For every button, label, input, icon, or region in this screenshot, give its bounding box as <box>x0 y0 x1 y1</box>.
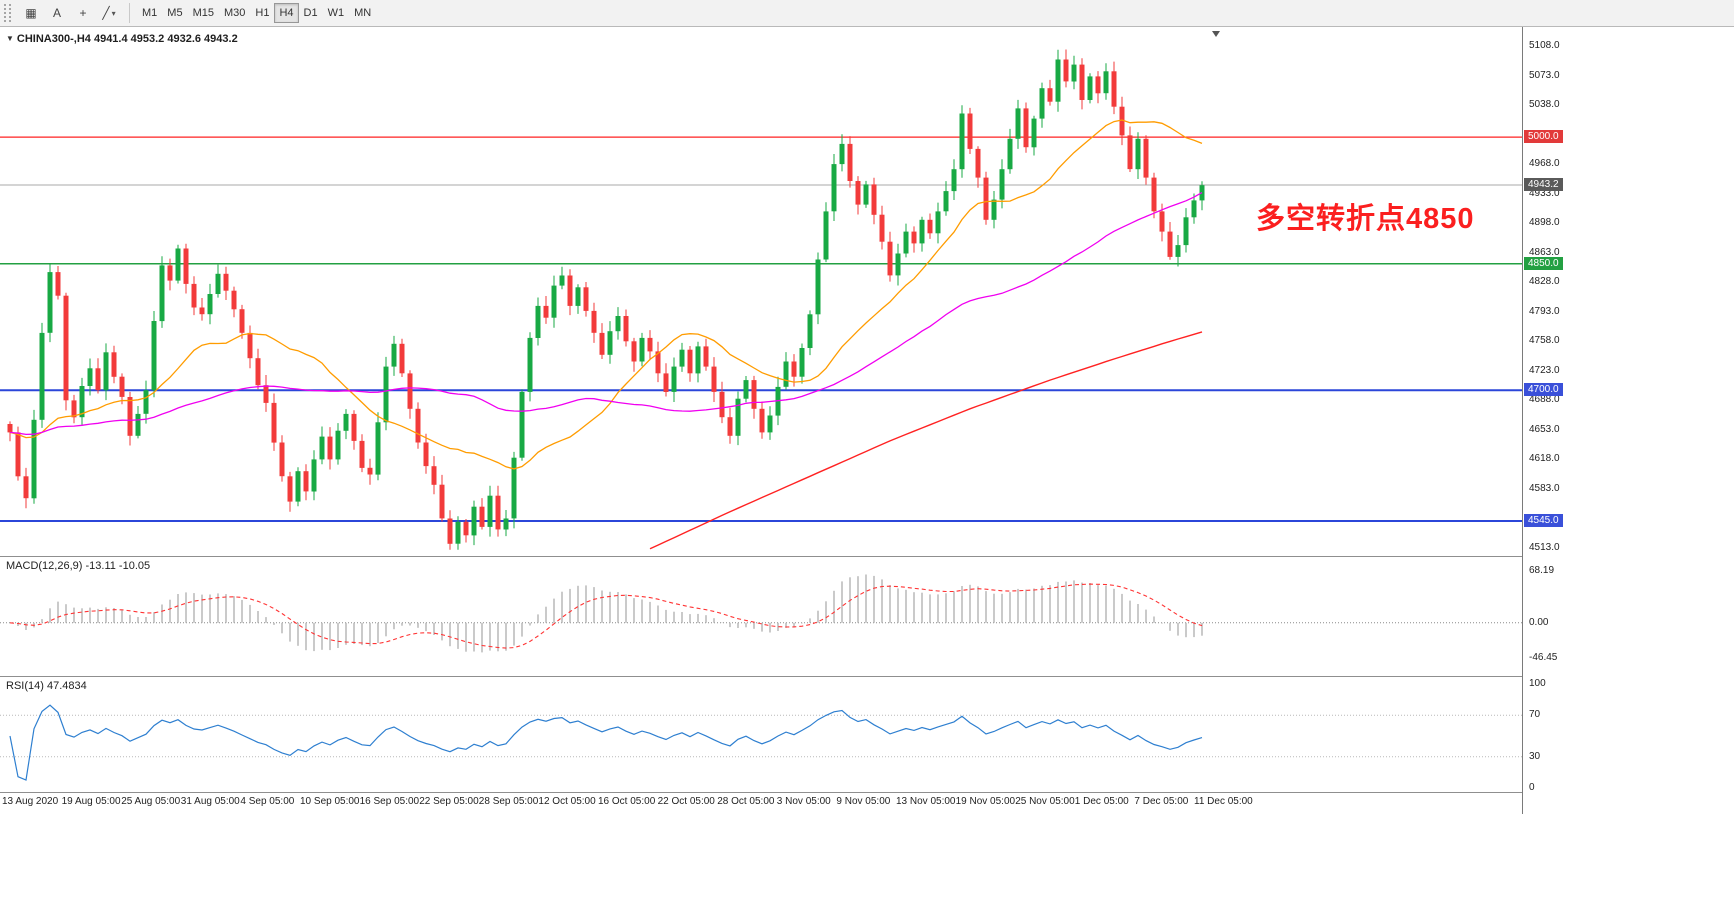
time-label: 10 Sep 05:00 <box>300 796 360 807</box>
chart-symbol-period: CHINA300-,H4 <box>16 33 91 45</box>
rsi-name: RSI(14) <box>6 680 44 692</box>
time-label: 25 Nov 05:00 <box>1015 796 1075 807</box>
rsi-label: RSI(14) 47.4834 <box>6 680 87 692</box>
rsi-axis-label: 100 <box>1529 678 1546 689</box>
letter-a-icon: A <box>52 6 61 20</box>
chart-ohlc-values: 4941.4 4953.2 4932.6 4943.2 <box>93 33 238 45</box>
tf-m5-button[interactable]: M5 <box>162 3 187 23</box>
time-label: 28 Oct 05:00 <box>717 796 775 807</box>
time-label: 7 Dec 05:00 <box>1134 796 1189 807</box>
price-tick-label: 4513.0 <box>1529 542 1560 553</box>
time-label: 16 Oct 05:00 <box>598 796 656 807</box>
time-label: 31 Aug 05:00 <box>180 796 240 807</box>
chart-shift-marker-icon[interactable] <box>1212 31 1220 37</box>
price-badge: 4545.0 <box>1524 514 1563 527</box>
grid-icon: ▦ <box>25 6 37 20</box>
panel-separator[interactable] <box>0 556 1734 557</box>
draw-tools-dropdown[interactable]: ╱ ▾ <box>97 2 121 24</box>
macd-axis-label: 68.19 <box>1529 564 1555 576</box>
time-label: 28 Sep 05:00 <box>478 796 539 807</box>
tf-m15-button[interactable]: M15 <box>188 3 219 23</box>
price-tick-label: 4828.0 <box>1529 276 1560 288</box>
time-label: 4 Sep 05:00 <box>240 796 295 807</box>
price-badge: 4850.0 <box>1524 256 1563 270</box>
price-tick-label: 4653.0 <box>1529 423 1560 435</box>
macd-name: MACD(12,26,9) <box>6 560 83 572</box>
rsi-value: 47.4834 <box>46 680 87 692</box>
price-tick-label: 4723.0 <box>1529 364 1560 376</box>
macd-values: -13.11 -10.05 <box>85 560 151 572</box>
price-tick-label: 4688.0 <box>1529 394 1560 406</box>
price-tick-label: 4583.0 <box>1529 482 1560 494</box>
time-label: 13 Aug 2020 <box>2 796 59 807</box>
timeframe-group: M1 M5 M15 M30 H1 H4 D1 W1 MN <box>137 3 376 23</box>
toolbar-grip[interactable] <box>4 4 11 22</box>
macd-axis-label: 0.00 <box>1529 616 1549 628</box>
trendline-icon: ╱ <box>102 6 110 20</box>
text-label-tool-button[interactable]: A <box>45 2 69 24</box>
rsi-axis-label: 0 <box>1529 782 1535 793</box>
time-label: 11 Dec 05:00 <box>1194 796 1253 807</box>
chevron-down-icon: ▾ <box>111 8 116 18</box>
panel-separator[interactable] <box>0 676 1734 677</box>
price-tick-label: 4968.0 <box>1529 158 1560 170</box>
price-axis[interactable]: 5108.0 5073.0 5038.0 4968.0 4933.0 4898.0 4863… <box>1522 27 1734 814</box>
tf-h1-button[interactable]: H1 <box>250 3 274 23</box>
macd-label: MACD(12,26,9) -13.11 -10.05 <box>6 560 150 572</box>
collapse-triangle-icon: ▼ <box>6 34 14 43</box>
price-tick-label: 4758.0 <box>1529 335 1560 347</box>
chart-text-annotation[interactable]: 多空转折点4850 <box>1256 203 1475 235</box>
time-label: 22 Sep 05:00 <box>419 796 479 807</box>
price-badge: 5000.0 <box>1524 130 1563 144</box>
time-label: 25 Aug 05:00 <box>121 796 181 807</box>
time-label: 9 Nov 05:00 <box>836 796 891 807</box>
price-tick-label: 5038.0 <box>1529 99 1560 111</box>
time-label: 12 Oct 05:00 <box>538 796 596 807</box>
tf-h4-button[interactable]: H4 <box>274 3 299 23</box>
rsi-indicator-canvas[interactable] <box>0 676 1522 792</box>
time-label: 19 Aug 05:00 <box>61 796 121 807</box>
time-label: 16 Sep 05:00 <box>359 796 420 807</box>
crosshair-tool-button[interactable]: + <box>71 2 95 24</box>
time-label: 19 Nov 05:00 <box>955 796 1016 807</box>
rsi-axis-label: 70 <box>1529 709 1541 721</box>
macd-axis-label: -46.45 <box>1529 652 1558 664</box>
toolbar-separator <box>129 3 130 23</box>
tf-m1-button[interactable]: M1 <box>137 3 162 23</box>
time-label: 3 Nov 05:00 <box>776 796 831 807</box>
tf-d1-button[interactable]: D1 <box>299 3 323 23</box>
price-tick-label: 4933.0 <box>1529 187 1560 199</box>
tf-w1-button[interactable]: W1 <box>323 3 350 23</box>
price-tick-label: 4898.0 <box>1529 217 1560 229</box>
main-chart-panel: ▼ CHINA300-,H4 4941.4 4953.2 4932.6 4943.… <box>0 27 1522 556</box>
tf-mn-button[interactable]: MN <box>349 3 376 23</box>
price-tick-label: 5073.0 <box>1529 69 1560 81</box>
time-axis[interactable]: 13 Aug 2020 19 Aug 05:00 25 Aug 05:00 31 Au… <box>0 793 1522 813</box>
time-label: 1 Dec 05:00 <box>1074 796 1129 807</box>
toolbar: ▦ A + ╱ ▾ M1 M5 M15 M30 H1 H4 D1 W1 MN <box>0 0 1734 27</box>
price-tick-label: 4793.0 <box>1529 305 1560 317</box>
time-label: 13 Nov 05:00 <box>896 796 956 807</box>
price-tick-label: 4863.0 <box>1529 246 1560 258</box>
macd-indicator-canvas[interactable] <box>0 556 1522 676</box>
charts-grid-button[interactable]: ▦ <box>19 2 43 24</box>
tf-m30-button[interactable]: M30 <box>219 3 250 23</box>
time-label: 22 Oct 05:00 <box>657 796 715 807</box>
candlestick-chart-canvas[interactable] <box>0 27 1522 556</box>
price-tick-label: 4618.0 <box>1529 453 1560 465</box>
rsi-axis-label: 30 <box>1529 750 1541 762</box>
time-axis-separator <box>0 792 1734 793</box>
chart-title: ▼ CHINA300-,H4 4941.4 4953.2 4932.6 4943.… <box>6 33 238 45</box>
price-tick-label: 5108.0 <box>1529 40 1560 51</box>
price-badge: 4943.2 <box>1524 178 1563 192</box>
price-badge: 4700.0 <box>1524 383 1563 397</box>
crosshair-icon: + <box>79 6 87 20</box>
